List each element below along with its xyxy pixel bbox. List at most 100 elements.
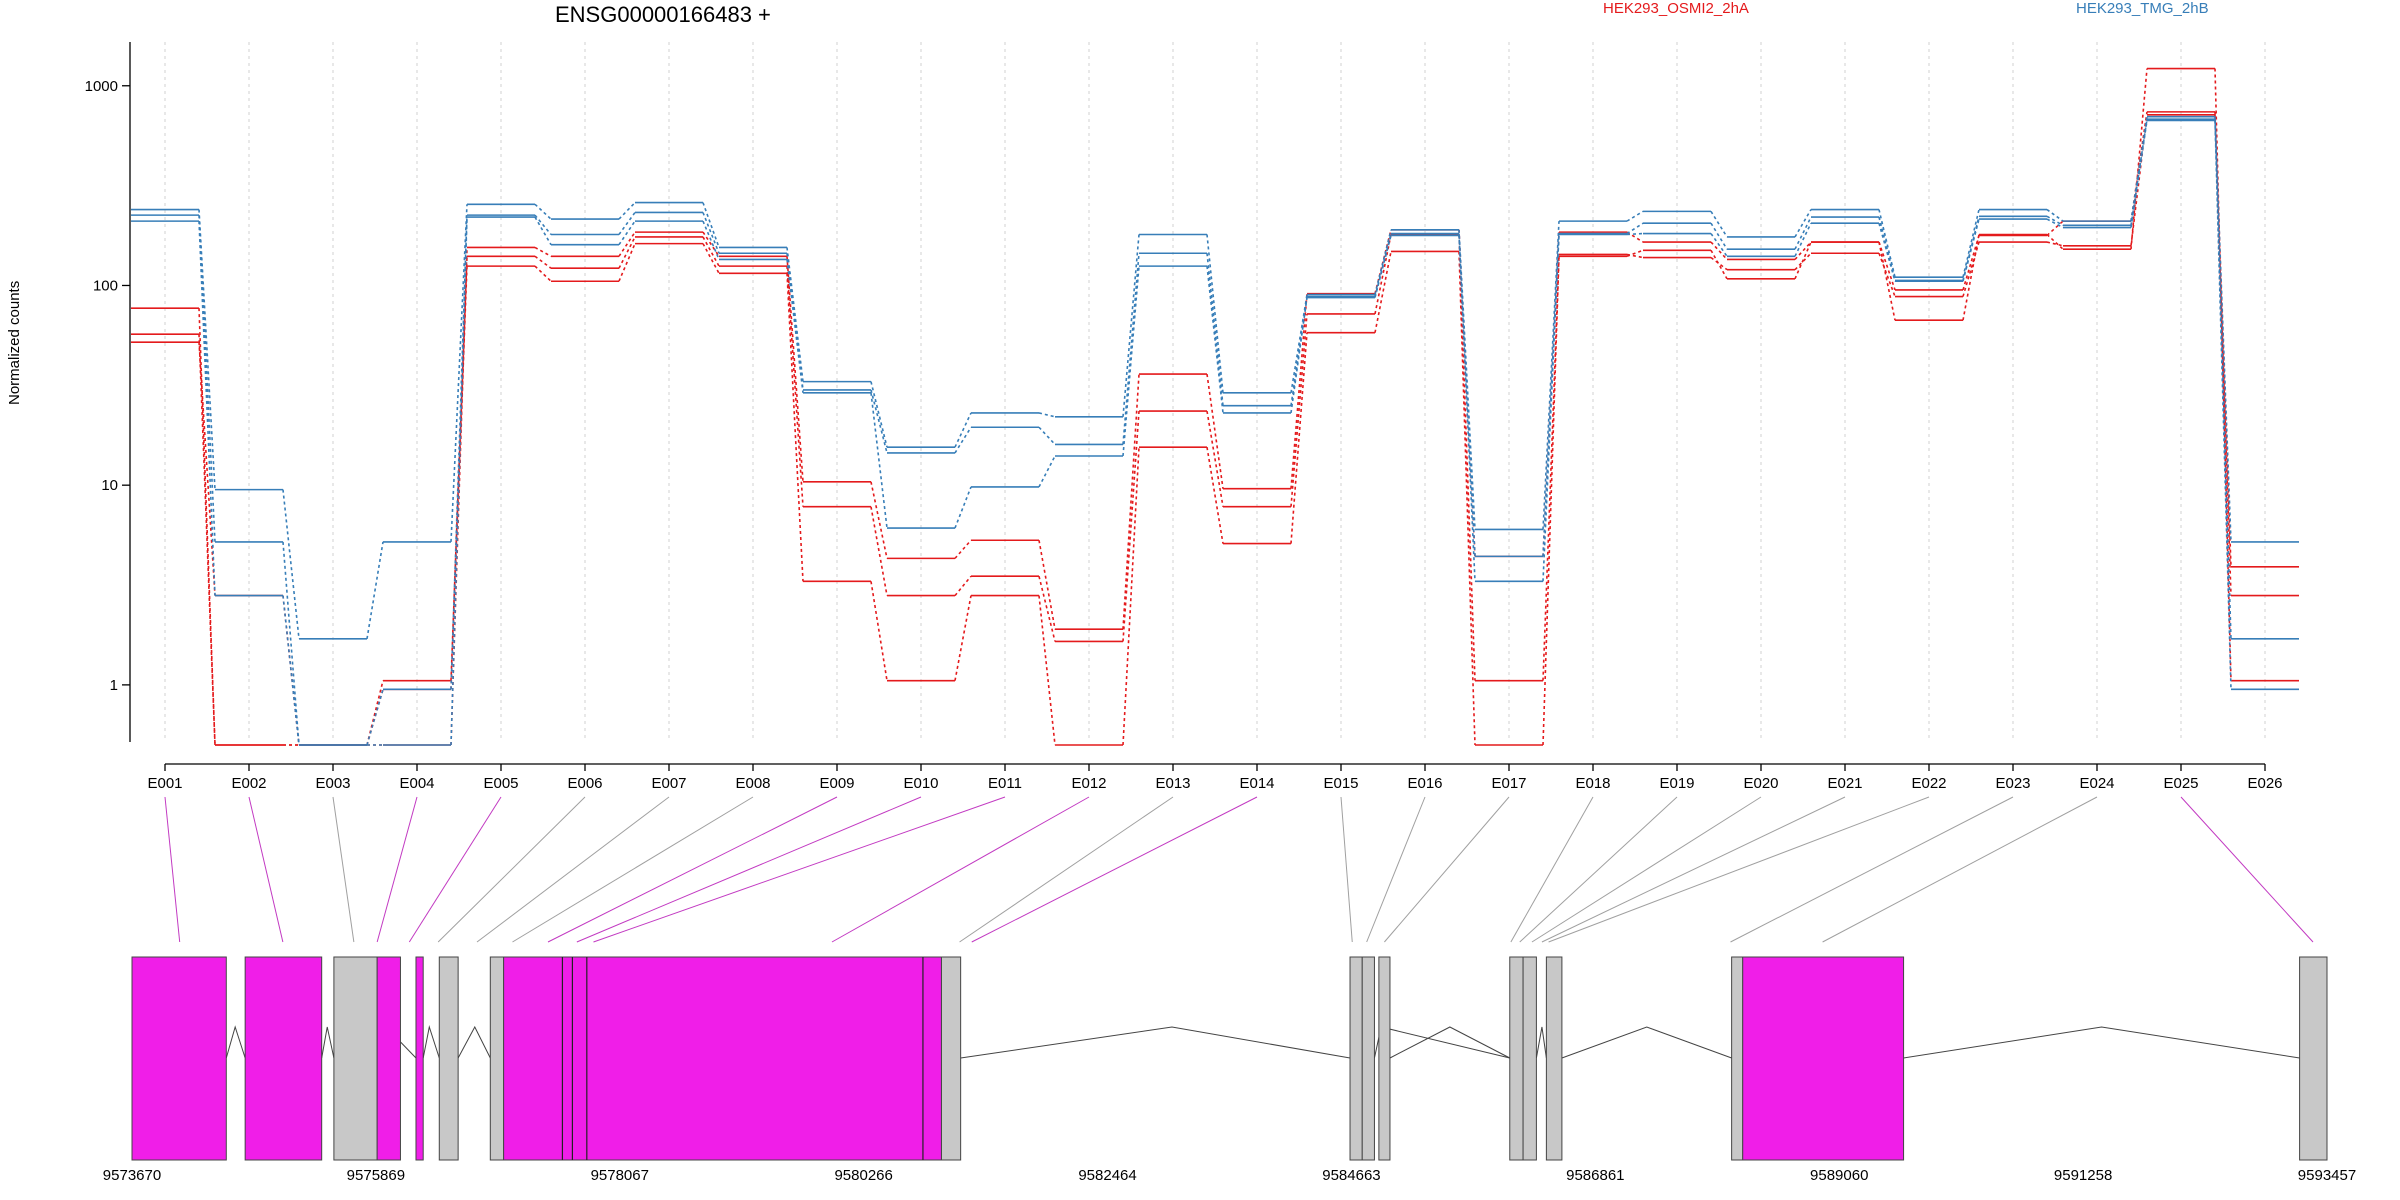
- data-connector: [1710, 241, 1728, 260]
- data-connector: [2214, 116, 2232, 542]
- data-connector: [534, 214, 552, 236]
- connector-e007: [476, 796, 670, 943]
- bin-label: E024: [2079, 775, 2114, 792]
- data-connector: [954, 539, 972, 559]
- data-connector: [618, 243, 636, 282]
- data-connector: [2046, 208, 2064, 222]
- exon: [2299, 956, 2328, 1161]
- connector-e022: [1548, 796, 1930, 943]
- connector-e023: [1730, 796, 2014, 943]
- bin-label: E008: [735, 775, 770, 792]
- data-connector: [702, 236, 720, 267]
- data-connector: [618, 231, 636, 257]
- connector-e015: [1340, 796, 1353, 943]
- bin-label: E007: [651, 775, 686, 792]
- exon-highlighted: [503, 956, 942, 1161]
- connector-e006: [437, 796, 586, 943]
- intron-line: [1535, 1026, 1547, 1059]
- gene-model: [131, 956, 2328, 1161]
- bin-label: E012: [1071, 775, 1106, 792]
- bin-label: E014: [1239, 775, 1274, 792]
- data-connector: [1794, 241, 1812, 280]
- data-connector: [1122, 411, 1140, 642]
- data-connector: [702, 231, 720, 257]
- exon: [438, 956, 459, 1161]
- bin-label: E017: [1491, 775, 1526, 792]
- data-connector: [1290, 313, 1308, 507]
- exon: [1509, 956, 1524, 1161]
- connector-e012: [831, 796, 1090, 943]
- y-tick-label: 10: [101, 477, 118, 494]
- connector-e008: [512, 796, 754, 943]
- data-connector: [1878, 252, 1896, 297]
- intron-line: [1561, 1026, 1732, 1059]
- data-connector: [954, 486, 972, 529]
- coordinate-label: 9593457: [2298, 1167, 2356, 1184]
- data-connector: [1206, 253, 1224, 406]
- connector-e009: [547, 796, 838, 943]
- data-connector: [1374, 234, 1392, 315]
- bin-label: E006: [567, 775, 602, 792]
- data-connector: [2130, 68, 2148, 250]
- bin-label: E004: [399, 775, 434, 792]
- data-connector: [1710, 210, 1728, 238]
- connector-e021: [1541, 796, 1846, 943]
- bin-label: E005: [483, 775, 518, 792]
- data-connector: [1626, 222, 1644, 235]
- data-connector: [534, 246, 552, 257]
- data-connector: [954, 426, 972, 454]
- intron-line: [1389, 1026, 1510, 1059]
- data-connector: [1962, 234, 1980, 321]
- intron-line: [225, 1025, 246, 1059]
- exon: [489, 956, 505, 1161]
- intron-line: [1903, 1026, 2300, 1059]
- data-connector: [2046, 220, 2064, 237]
- data-connector: [198, 334, 216, 746]
- data-connector: [2046, 241, 2064, 247]
- data-connector: [450, 217, 468, 746]
- connector-e018: [1510, 796, 1594, 943]
- coordinate-label: 9584663: [1322, 1167, 1380, 1184]
- exon: [1522, 956, 1537, 1161]
- data-connector: [1962, 218, 1980, 282]
- exon-highlighted: [415, 956, 424, 1161]
- bin-label: E021: [1827, 775, 1862, 792]
- y-tick-label: 1: [110, 677, 118, 694]
- data-connector: [1206, 373, 1224, 489]
- data-connector: [1710, 256, 1728, 271]
- data-connector: [1878, 241, 1896, 321]
- bin-label: E020: [1743, 775, 1778, 792]
- exon: [940, 956, 962, 1161]
- bin-label: E023: [1995, 775, 2030, 792]
- data-connector: [870, 581, 888, 681]
- data-connector: [2214, 120, 2232, 690]
- coordinate-label: 9586861: [1566, 1167, 1624, 1184]
- data-connector: [870, 389, 888, 454]
- data-connector: [1290, 294, 1308, 393]
- data-connector: [198, 209, 216, 490]
- data-connector: [618, 212, 636, 235]
- data-connector: [2046, 233, 2064, 250]
- connector-e020: [1531, 796, 1762, 943]
- vertical-gridlines: [164, 42, 2266, 742]
- bin-label: E016: [1407, 775, 1442, 792]
- data-connector: [1710, 233, 1728, 257]
- bin-label: E025: [2163, 775, 2198, 792]
- series-0: [131, 111, 2299, 746]
- data-connector: [870, 392, 888, 529]
- series-5: [131, 119, 2299, 746]
- data-connector: [1458, 233, 1476, 582]
- data-connector: [1458, 234, 1476, 681]
- coordinate-label: 9582464: [1078, 1167, 1136, 1184]
- coordinate-label: 9573670: [103, 1167, 161, 1184]
- coordinate-labels: 9573670 9575869 9578067 9580266 9582464 95846…: [103, 1167, 2356, 1184]
- intron-line: [321, 1026, 335, 1059]
- data-connector: [786, 256, 804, 482]
- data-connector: [1374, 235, 1392, 298]
- data-connector: [618, 202, 636, 220]
- connector-e010: [576, 796, 922, 943]
- data-connector: [1290, 297, 1308, 414]
- connector-e011: [593, 796, 1006, 943]
- series-lines: [131, 67, 2299, 746]
